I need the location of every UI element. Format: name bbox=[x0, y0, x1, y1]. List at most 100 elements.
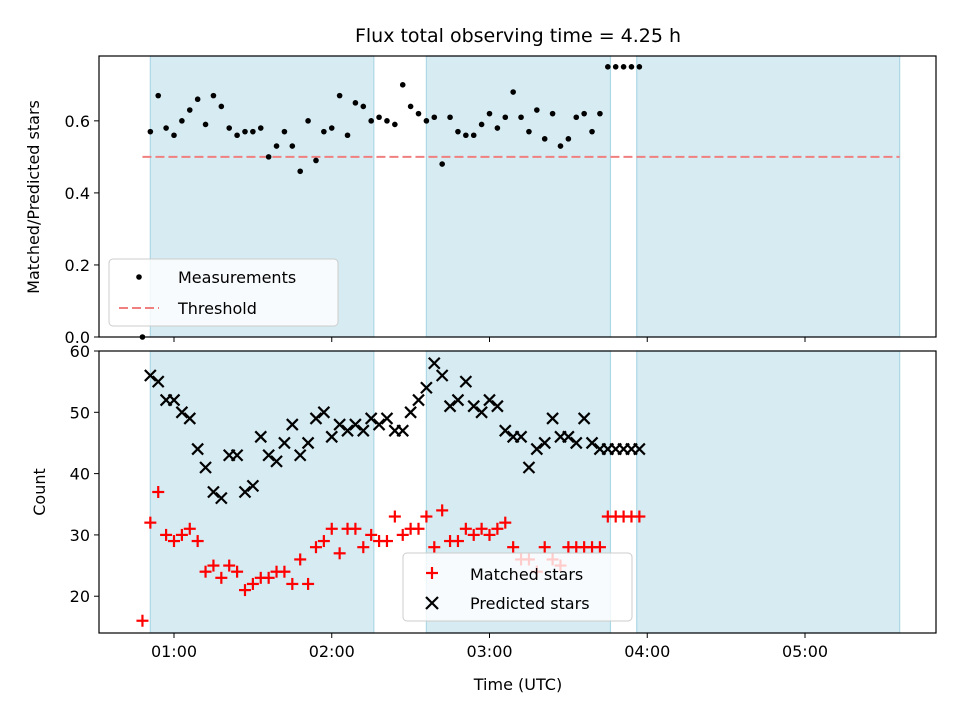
x-tick-label-0: 01:00 bbox=[151, 642, 197, 661]
predicted-star-point bbox=[428, 356, 441, 370]
top-y-tick-label-2: 0.4 bbox=[65, 184, 90, 203]
predicted-star-point bbox=[420, 381, 433, 395]
matched-star-point bbox=[136, 614, 149, 627]
predicted-star-point bbox=[175, 406, 189, 419]
top-y-axis-label: Matched/Predicted stars bbox=[24, 100, 43, 294]
measurement-point bbox=[439, 161, 445, 167]
measurement-point bbox=[494, 125, 501, 131]
measurement-point bbox=[163, 125, 169, 131]
matched-star-point bbox=[152, 486, 165, 498]
measurement-point bbox=[344, 132, 351, 139]
top-legend-box bbox=[108, 258, 339, 327]
matched-star-point bbox=[507, 541, 520, 554]
predicted-star-point bbox=[357, 424, 370, 437]
predicted-star-point bbox=[151, 375, 165, 388]
matched-star-point bbox=[357, 541, 370, 554]
bottom-x-ticks: 01:00 02:00 03:00 04:00 05:00 bbox=[151, 633, 828, 661]
measurement-point bbox=[605, 64, 611, 70]
measurement-point bbox=[510, 89, 516, 95]
measurement-point bbox=[352, 100, 359, 106]
predicted-star-point bbox=[522, 461, 536, 474]
predicted-star-point bbox=[278, 436, 291, 450]
predicted-star-point bbox=[230, 448, 244, 462]
bottom-y-ticks: 20 30 40 50 60 bbox=[70, 342, 99, 606]
matched-star-point bbox=[333, 547, 346, 560]
measurements-series bbox=[139, 64, 643, 340]
measurement-point bbox=[463, 132, 469, 139]
predicted-star-point bbox=[207, 485, 220, 499]
matched-star-point bbox=[538, 541, 551, 554]
measurement-point bbox=[202, 121, 209, 128]
measurement-point bbox=[423, 118, 430, 124]
predicted-star-point bbox=[514, 430, 528, 444]
predicted-star-point bbox=[262, 448, 275, 462]
matched-star-point bbox=[349, 522, 362, 535]
predicted-star-point bbox=[459, 375, 473, 388]
top-shaded-interval-2 bbox=[636, 55, 901, 338]
bottom-y-tick-label-1: 30 bbox=[70, 526, 90, 545]
matched-star-point bbox=[317, 535, 330, 548]
matched-star-point bbox=[294, 553, 307, 566]
top-shaded-intervals bbox=[149, 55, 901, 338]
predicted-star-point bbox=[585, 436, 599, 450]
measurement-point bbox=[234, 132, 240, 139]
matched-star-point bbox=[451, 535, 464, 548]
measurement-point bbox=[147, 128, 154, 135]
matched-star-point bbox=[231, 565, 244, 578]
top-legend: Measurements Threshold bbox=[108, 258, 339, 327]
measurement-point bbox=[186, 107, 193, 113]
top-x-ticks bbox=[173, 337, 806, 342]
predicted-star-point bbox=[317, 406, 331, 419]
measurement-point bbox=[226, 125, 233, 131]
matched-star-point bbox=[428, 541, 441, 554]
matched-star-point bbox=[491, 522, 504, 535]
top-shaded-interval-1 bbox=[425, 55, 612, 338]
predicted-star-point bbox=[293, 448, 307, 462]
matched-star-point bbox=[475, 522, 488, 535]
measurement-point bbox=[431, 114, 438, 121]
measurement-point bbox=[470, 132, 477, 139]
measurement-point bbox=[210, 92, 217, 99]
measurement-point bbox=[289, 143, 296, 149]
predicted-star-point bbox=[364, 412, 378, 425]
measurement-point bbox=[557, 143, 564, 149]
top-panel: 0.0 0.2 0.4 0.6 Matched/Predicted stars Mea… bbox=[24, 55, 937, 347]
predicted-star-point bbox=[633, 442, 646, 456]
x-tick-label-2: 03:00 bbox=[466, 642, 512, 661]
predicted-star-point bbox=[325, 430, 339, 444]
matched-star-point bbox=[483, 528, 496, 541]
measurement-point bbox=[620, 64, 627, 70]
measurement-point bbox=[636, 64, 643, 70]
matched-star-point bbox=[183, 522, 196, 535]
measurement-point bbox=[407, 103, 414, 110]
matched-star-point bbox=[459, 522, 472, 535]
predicted-star-point bbox=[167, 393, 181, 407]
predicted-star-point bbox=[286, 418, 299, 431]
bottom-y-tick-label-4: 60 bbox=[70, 342, 90, 361]
bottom-y-tick-label-3: 50 bbox=[70, 403, 90, 422]
legend-threshold-label: Threshold bbox=[177, 299, 257, 318]
matched-star-point bbox=[262, 571, 275, 584]
matched-star-point bbox=[388, 510, 401, 523]
measurement-point bbox=[250, 128, 256, 135]
predicted-star-point bbox=[380, 412, 394, 425]
predicted-star-point bbox=[483, 393, 496, 407]
legend-predicted-label: Predicted stars bbox=[470, 594, 590, 613]
predicted-star-point bbox=[215, 491, 228, 505]
measurement-point bbox=[549, 110, 556, 117]
measurement-point bbox=[565, 136, 572, 142]
matched-star-point bbox=[436, 504, 449, 517]
measurement-point bbox=[399, 82, 406, 88]
chart-title: Flux total observing time = 4.25 h bbox=[355, 25, 681, 47]
predicted-star-point bbox=[183, 412, 197, 425]
predicted-star-point bbox=[254, 430, 268, 444]
matched-star-point bbox=[380, 535, 393, 548]
predicted-star-point bbox=[372, 418, 386, 431]
predicted-star-point bbox=[404, 406, 417, 419]
predicted-star-point bbox=[498, 424, 512, 437]
predicted-star-point bbox=[577, 412, 591, 425]
measurement-point bbox=[597, 110, 603, 117]
measurement-point bbox=[281, 128, 288, 135]
measurement-point bbox=[360, 103, 367, 110]
